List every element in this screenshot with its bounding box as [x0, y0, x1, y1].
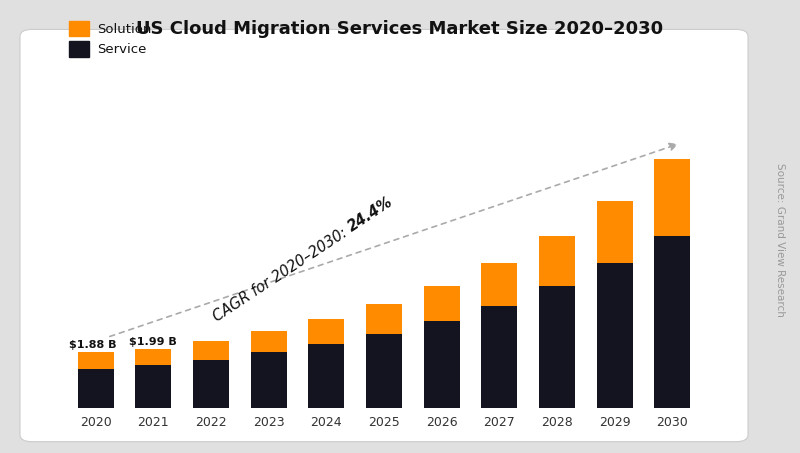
Bar: [597, 201, 633, 263]
Bar: [539, 286, 575, 408]
Bar: [135, 349, 171, 365]
Text: 24.4%: 24.4%: [346, 194, 396, 235]
Bar: [309, 319, 344, 344]
Bar: [654, 159, 690, 236]
Bar: [424, 321, 459, 408]
Bar: [135, 365, 171, 408]
Text: US Cloud Migration Services Market Size 2020–2030: US Cloud Migration Services Market Size …: [137, 20, 663, 39]
Bar: [309, 344, 344, 408]
Text: $1.99 B: $1.99 B: [130, 337, 178, 347]
Bar: [193, 360, 229, 408]
Bar: [78, 369, 114, 408]
Bar: [251, 352, 286, 408]
Legend: Solution, Service: Solution, Service: [64, 15, 157, 62]
Bar: [251, 331, 286, 352]
Bar: [424, 286, 459, 321]
Text: $1.88 B: $1.88 B: [69, 340, 117, 350]
Text: Source: Grand View Research: Source: Grand View Research: [775, 163, 785, 317]
Bar: [539, 236, 575, 286]
Bar: [366, 334, 402, 408]
Bar: [78, 352, 114, 369]
Bar: [366, 304, 402, 334]
Bar: [597, 263, 633, 408]
Bar: [482, 263, 517, 306]
Bar: [654, 236, 690, 408]
Bar: [193, 341, 229, 360]
Bar: [482, 306, 517, 408]
Text: CAGR for 2020–2030:: CAGR for 2020–2030:: [210, 222, 354, 324]
